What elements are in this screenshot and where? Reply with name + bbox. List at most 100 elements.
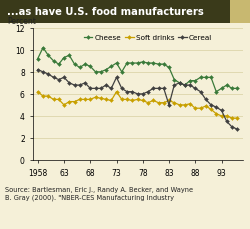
Cereal <box>131 91 134 94</box>
Soft drinks <box>115 91 118 94</box>
Soft drinks <box>42 95 44 98</box>
Cheese <box>36 58 39 61</box>
Cheese <box>94 71 97 74</box>
Cereal <box>178 82 181 85</box>
Cereal <box>199 91 202 94</box>
Cheese <box>204 77 207 79</box>
Legend: Cheese, Soft drinks, Cereal: Cheese, Soft drinks, Cereal <box>81 32 215 44</box>
Cereal <box>194 88 197 90</box>
Cheese <box>162 63 165 66</box>
Cheese <box>57 63 60 66</box>
Cereal <box>152 88 155 90</box>
Cereal <box>236 128 239 131</box>
Cereal <box>110 88 113 90</box>
Cereal <box>220 109 223 112</box>
Cheese <box>115 62 118 65</box>
Soft drinks <box>236 117 239 120</box>
Cheese <box>99 71 102 74</box>
Cereal <box>120 88 123 90</box>
Cereal <box>36 69 39 72</box>
Cereal <box>104 84 108 87</box>
Cheese <box>188 80 192 83</box>
Cheese <box>173 79 176 82</box>
Cheese <box>157 63 160 66</box>
Cereal <box>183 84 186 87</box>
Cheese <box>136 62 139 65</box>
Cheese <box>220 88 223 90</box>
Cheese <box>141 61 144 64</box>
Cheese <box>73 63 76 66</box>
Cereal <box>73 84 76 87</box>
Soft drinks <box>131 100 134 102</box>
Cheese <box>68 55 71 57</box>
Cereal <box>78 84 81 87</box>
Cereal <box>62 77 66 79</box>
Soft drinks <box>57 98 60 101</box>
Soft drinks <box>120 98 123 101</box>
Soft drinks <box>36 91 39 94</box>
Soft drinks <box>104 98 108 101</box>
Soft drinks <box>230 117 234 120</box>
Soft drinks <box>152 100 155 102</box>
Cereal <box>210 104 212 107</box>
Soft drinks <box>157 102 160 105</box>
Soft drinks <box>110 100 113 102</box>
Cheese <box>126 62 128 65</box>
Cereal <box>136 93 139 96</box>
Line: Soft drinks: Soft drinks <box>36 91 239 120</box>
Cheese <box>131 62 134 65</box>
Soft drinks <box>225 115 228 118</box>
Cereal <box>115 77 118 79</box>
Cheese <box>215 91 218 94</box>
Cheese <box>152 62 155 65</box>
Cereal <box>141 93 144 96</box>
Cheese <box>199 77 202 79</box>
Text: ...as have U.S. food manufacturers: ...as have U.S. food manufacturers <box>7 7 204 17</box>
Cereal <box>225 120 228 123</box>
Cheese <box>230 88 234 90</box>
Cheese <box>210 77 212 79</box>
Cereal <box>42 71 44 74</box>
Soft drinks <box>52 98 55 101</box>
Cereal <box>162 88 165 90</box>
Cereal <box>47 73 50 76</box>
Soft drinks <box>173 102 176 105</box>
Cereal <box>157 88 160 90</box>
Soft drinks <box>78 98 81 101</box>
Cheese <box>78 67 81 69</box>
Cheese <box>183 84 186 87</box>
Cheese <box>110 66 113 68</box>
Cheese <box>47 55 50 57</box>
Cheese <box>42 47 44 50</box>
Cheese <box>178 82 181 85</box>
Soft drinks <box>126 98 128 101</box>
Soft drinks <box>162 102 165 105</box>
Cereal <box>188 84 192 87</box>
Line: Cheese: Cheese <box>36 47 239 94</box>
Soft drinks <box>99 98 102 100</box>
Cereal <box>84 82 86 85</box>
Soft drinks <box>210 109 212 111</box>
Cereal <box>57 79 60 82</box>
Soft drinks <box>199 107 202 110</box>
Cereal <box>68 82 71 85</box>
Soft drinks <box>136 98 139 101</box>
Soft drinks <box>188 103 192 106</box>
Soft drinks <box>73 101 76 104</box>
Soft drinks <box>215 113 218 116</box>
Cereal <box>126 91 128 94</box>
Cereal <box>168 104 170 107</box>
Soft drinks <box>146 102 150 105</box>
Cereal <box>204 98 207 101</box>
Cheese <box>194 80 197 83</box>
Cereal <box>94 88 97 90</box>
Soft drinks <box>168 100 170 102</box>
Soft drinks <box>178 104 181 107</box>
Cheese <box>168 67 170 69</box>
Soft drinks <box>220 115 223 118</box>
Cheese <box>146 62 150 65</box>
Cereal <box>173 84 176 87</box>
Soft drinks <box>47 95 50 98</box>
Soft drinks <box>68 101 71 104</box>
Cereal <box>52 77 55 79</box>
